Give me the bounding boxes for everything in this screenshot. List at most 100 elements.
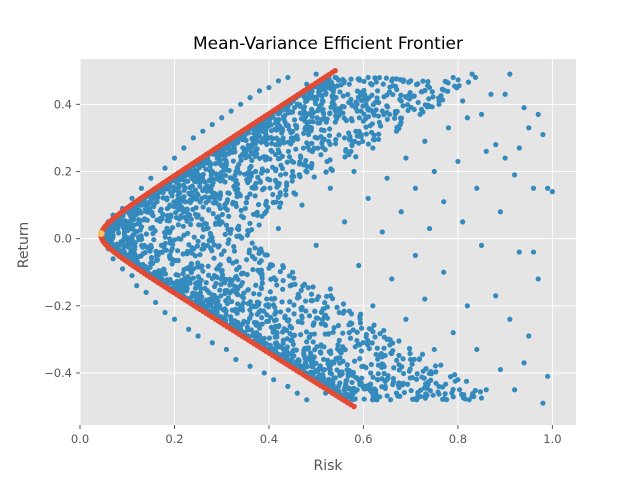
portfolio-point <box>396 352 402 358</box>
portfolio-point <box>361 396 367 402</box>
portfolio-point <box>367 381 374 387</box>
portfolio-point <box>382 385 388 392</box>
portfolio-point <box>218 281 224 288</box>
portfolio-point <box>310 119 316 125</box>
portfolio-point <box>246 153 252 159</box>
portfolio-point <box>203 280 209 286</box>
portfolio-point <box>285 74 291 81</box>
portfolio-point <box>284 106 290 113</box>
portfolio-point <box>291 190 297 196</box>
portfolio-point <box>346 152 352 158</box>
y-tick-label: −0.4 <box>44 366 72 380</box>
portfolio-point <box>293 359 299 365</box>
portfolio-point <box>181 187 187 193</box>
portfolio-point <box>289 178 295 184</box>
portfolio-point <box>353 154 359 160</box>
portfolio-point <box>280 277 286 284</box>
portfolio-point <box>460 98 466 104</box>
portfolio-point <box>186 264 192 270</box>
portfolio-point <box>217 221 223 227</box>
portfolio-point <box>321 127 327 134</box>
portfolio-point <box>259 280 265 286</box>
portfolio-point <box>377 394 383 400</box>
portfolio-point <box>291 311 297 317</box>
portfolio-point <box>337 89 343 95</box>
portfolio-point <box>345 371 351 377</box>
portfolio-point <box>306 131 312 138</box>
portfolio-point <box>246 315 253 321</box>
portfolio-point <box>249 253 256 260</box>
portfolio-point <box>281 139 287 146</box>
portfolio-point <box>360 138 366 145</box>
portfolio-point <box>349 391 355 397</box>
portfolio-point <box>321 111 327 117</box>
portfolio-point <box>287 299 293 305</box>
portfolio-point <box>234 266 240 273</box>
portfolio-point <box>255 174 261 180</box>
portfolio-point <box>372 334 378 340</box>
portfolio-point <box>211 242 218 248</box>
portfolio-point <box>345 91 351 98</box>
portfolio-point <box>285 307 291 313</box>
portfolio-point <box>324 158 330 165</box>
portfolio-point <box>516 145 522 151</box>
portfolio-point <box>202 194 208 200</box>
portfolio-point <box>354 375 360 381</box>
portfolio-point <box>413 376 420 382</box>
portfolio-point <box>153 248 159 254</box>
y-axis-ticks: −0.4 −0.2 0.0 0.2 0.4 <box>44 97 80 380</box>
portfolio-point <box>275 147 281 153</box>
portfolio-point <box>158 268 164 274</box>
portfolio-point <box>222 287 228 294</box>
portfolio-point <box>176 189 182 195</box>
portfolio-point <box>214 215 220 221</box>
portfolio-point <box>202 185 208 191</box>
portfolio-point <box>219 272 226 278</box>
portfolio-point <box>297 365 304 371</box>
portfolio-point <box>328 293 334 299</box>
portfolio-point <box>502 155 508 161</box>
portfolio-point <box>213 280 219 286</box>
portfolio-point <box>450 386 456 393</box>
portfolio-point <box>396 126 402 132</box>
portfolio-point <box>418 106 425 113</box>
portfolio-point <box>138 210 144 216</box>
portfolio-point <box>169 193 175 199</box>
portfolio-point <box>389 276 395 282</box>
portfolio-point <box>387 397 394 403</box>
portfolio-point <box>301 350 307 357</box>
portfolio-point <box>377 331 383 337</box>
portfolio-point <box>358 325 365 331</box>
portfolio-point <box>384 393 390 399</box>
portfolio-point <box>186 326 192 332</box>
portfolio-point <box>299 315 305 321</box>
portfolio-point <box>256 88 263 94</box>
portfolio-point <box>407 350 413 357</box>
portfolio-point <box>170 184 177 190</box>
efficient-frontier-points <box>98 67 357 410</box>
portfolio-point <box>249 135 255 142</box>
portfolio-point <box>205 263 211 269</box>
portfolio-point <box>472 74 479 81</box>
portfolio-point <box>174 278 180 285</box>
portfolio-point <box>290 341 296 347</box>
portfolio-point <box>172 203 178 209</box>
portfolio-point <box>271 275 277 281</box>
portfolio-point <box>322 321 328 327</box>
portfolio-point <box>185 230 191 236</box>
portfolio-point <box>238 101 244 107</box>
portfolio-point <box>268 296 274 302</box>
portfolio-point <box>224 197 231 203</box>
portfolio-point <box>244 232 251 238</box>
portfolio-point <box>258 258 264 264</box>
portfolio-point <box>253 168 259 175</box>
portfolio-point <box>140 250 146 257</box>
portfolio-point <box>425 102 431 108</box>
portfolio-point <box>325 357 331 363</box>
portfolio-point <box>516 249 522 255</box>
portfolio-point <box>321 115 327 121</box>
portfolio-point <box>259 315 265 321</box>
portfolio-point <box>182 214 188 221</box>
portfolio-point <box>342 154 348 160</box>
portfolio-point <box>208 168 214 174</box>
